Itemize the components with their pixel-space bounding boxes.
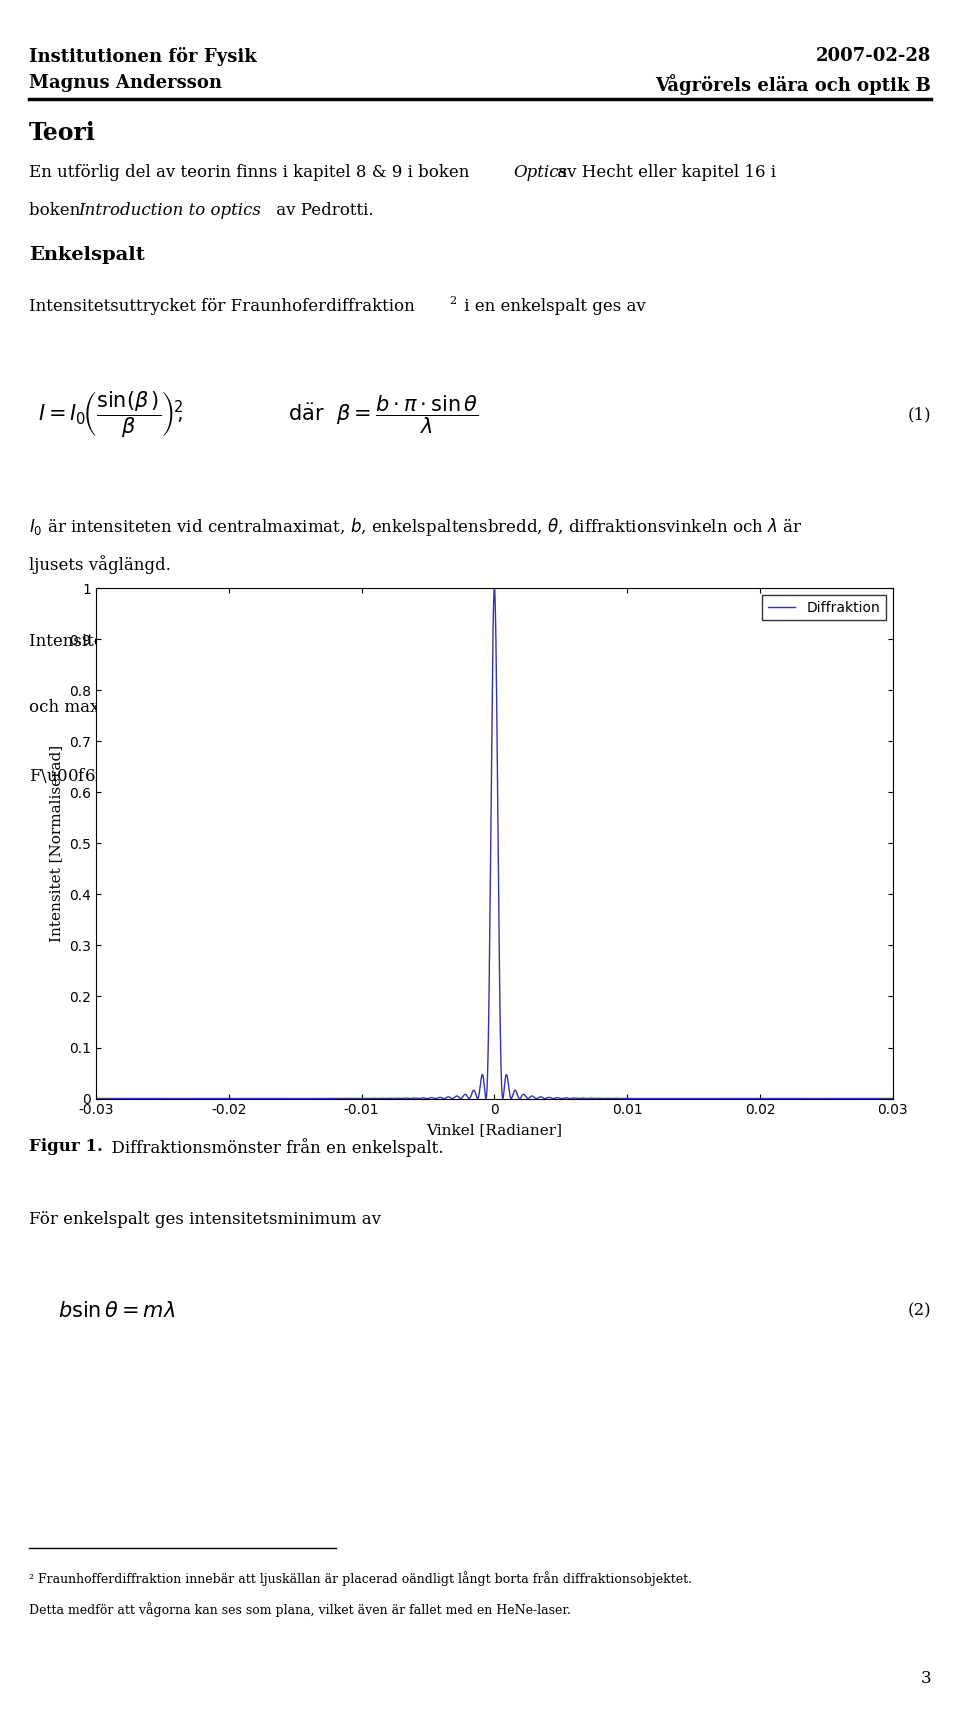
Text: $I_0$ är intensiteten vid centralmaximat, $b$, enkelspaltensbredd, $\theta$, dif: $I_0$ är intensiteten vid centralmaximat… [29,516,803,538]
Text: ljusets våglängd.: ljusets våglängd. [29,555,171,574]
Text: Vågrörels elära och optik B: Vågrörels elära och optik B [656,74,931,95]
Diffraktion [835,1088,847,1109]
Text: 2007-02-28: 2007-02-28 [816,47,931,64]
Text: En utförlig del av teorin finns i kapitel 8 & 9 i boken: En utförlig del av teorin finns i kapite… [29,164,474,182]
Line: Diffraktion: Diffraktion [96,588,893,1099]
Diffraktion [153,1088,164,1109]
Text: Enkelspalt: Enkelspalt [29,246,145,263]
Text: Detta medför att vågorna kan ses som plana, vilket även är fallet med en HeNe-la: Detta medför att vågorna kan ses som pla… [29,1602,570,1618]
Diffraktion [289,1088,300,1109]
Text: $\tan\beta = \beta$: $\tan\beta = \beta$ [528,699,601,721]
Text: (1): (1) [907,407,931,424]
Diffraktion [887,1088,899,1109]
Text: och maximum då: och maximum då [29,699,172,716]
Text: boken: boken [29,202,85,220]
Text: $I = I_0\!\left(\dfrac{\sin(\beta\,)}{\beta}\right)^{\!2}\!\!,$: $I = I_0\!\left(\dfrac{\sin(\beta\,)}{\b… [38,389,183,441]
Text: $\mathrm{d\ddot{a}r}\ \ \beta = \dfrac{b\cdot\pi\cdot\sin\theta}{\lambda}$: $\mathrm{d\ddot{a}r}\ \ \beta = \dfrac{b… [288,394,478,436]
Y-axis label: Intensitet [Normaliserad]: Intensitet [Normaliserad] [50,746,63,941]
Text: 3: 3 [921,1669,931,1687]
Text: Introduction to optics: Introduction to optics [79,202,261,220]
Text: Magnus Andersson: Magnus Andersson [29,74,222,92]
Diffraktion [572,1088,584,1109]
Text: F\u00f6r maximum g\u00e4ller d\u00e5 $\beta$ antar v\u00e4rdena 1.43$\pi$, 2.46$: F\u00f6r maximum g\u00e4ller d\u00e5 $\b… [29,765,792,787]
Text: (2): (2) [907,1303,931,1320]
Diffraktion [90,1088,102,1109]
Text: 2: 2 [449,296,456,306]
Text: $b\sin\theta = m\lambda$: $b\sin\theta = m\lambda$ [58,1301,175,1322]
Diffraktion [468,1081,479,1102]
Text: Figur 1.: Figur 1. [29,1138,103,1156]
Text: ² Fraunhofferdiffraktion innebär att ljuskällan är placerad oändligt långt borta: ² Fraunhofferdiffraktion innebär att lju… [29,1571,692,1586]
Text: i en enkelspalt ges av: i en enkelspalt ges av [459,298,646,315]
Text: Intensiteten har minimum då: Intensiteten har minimum då [29,633,275,650]
Diffraktion [602,1088,613,1109]
Text: av Hecht eller kapitel 16 i: av Hecht eller kapitel 16 i [552,164,776,182]
Text: Diffraktionsmönster från en enkelspalt.: Diffraktionsmönster från en enkelspalt. [101,1138,444,1157]
Text: $\beta = \pm\pi,\pm 2\pi,...$: $\beta = \pm\pi,\pm 2\pi,...$ [528,633,670,656]
Text: Teori: Teori [29,121,96,145]
Text: Intensitetsuttrycket för Fraunhoferdiffraktion: Intensitetsuttrycket för Fraunhoferdiffr… [29,298,415,315]
Legend: Diffraktion: Diffraktion [762,595,886,621]
Diffraktion [660,1088,672,1109]
Text: För enkelspalt ges intensitetsminimum av: För enkelspalt ges intensitetsminimum av [29,1211,381,1228]
X-axis label: Vinkel [Radianer]: Vinkel [Radianer] [426,1123,563,1137]
Text: Institutionen för Fysik: Institutionen för Fysik [29,47,256,66]
Text: av Pedrotti.: av Pedrotti. [271,202,373,220]
Diffraktion [489,578,500,599]
Text: Optics: Optics [514,164,567,182]
